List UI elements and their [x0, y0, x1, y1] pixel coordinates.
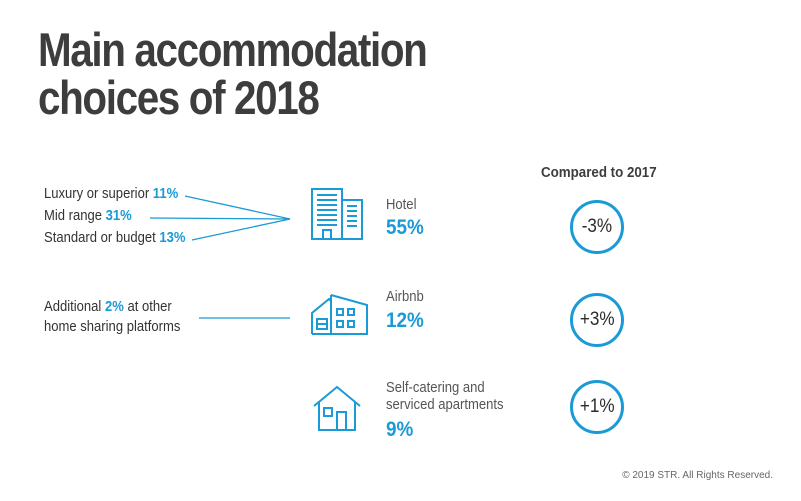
note-suffix: at other — [127, 299, 172, 315]
airbnb-house-icon — [311, 294, 368, 335]
category-label-line: serviced apartments — [386, 397, 504, 413]
title-line-2: choices of 2018 — [38, 71, 320, 124]
segment-label: Luxury or superior — [44, 186, 150, 202]
category-value-airbnb: 12% — [386, 309, 424, 332]
copyright-footer: © 2019 STR. All Rights Reserved. — [622, 470, 773, 481]
airbnb-note: Additional 2% at other home sharing plat… — [44, 297, 180, 337]
hotel-segment-budget: Standard or budget 13% — [44, 230, 185, 246]
change-badge-airbnb: +3% — [570, 293, 624, 347]
self-catering-house-icon — [313, 385, 361, 431]
connector-budget — [191, 218, 291, 241]
change-value: -3% — [581, 216, 613, 237]
change-badge-hotel: -3% — [570, 200, 624, 254]
change-value: +1% — [579, 396, 615, 417]
connector-midrange — [149, 217, 291, 220]
category-label-line: Self-catering and — [386, 380, 485, 396]
airbnb-note-line-1: Additional 2% at other — [44, 297, 180, 317]
note-prefix: Additional — [44, 299, 102, 315]
hotel-building-icon — [311, 188, 363, 240]
category-value-hotel: 55% — [386, 216, 424, 239]
airbnb-note-line-2: home sharing platforms — [44, 319, 181, 335]
category-label-self-catering: Self-catering and serviced apartments — [386, 380, 504, 414]
hotel-segment-luxury: Luxury or superior 11% — [44, 186, 178, 202]
change-value: +3% — [579, 309, 615, 330]
segment-value: 11% — [152, 186, 179, 202]
segment-value: 31% — [105, 208, 132, 224]
connector-luxury — [184, 195, 291, 220]
category-label-line: Hotel — [386, 197, 417, 213]
category-value-self-catering: 9% — [386, 418, 414, 441]
hotel-segment-midrange: Mid range 31% — [44, 208, 132, 224]
segment-label: Mid range — [44, 208, 103, 224]
category-label-line: Airbnb — [386, 289, 424, 305]
category-label-airbnb: Airbnb — [386, 289, 424, 306]
segment-value: 13% — [159, 230, 186, 246]
note-value: 2% — [104, 299, 124, 315]
compared-header: Compared to 2017 — [541, 165, 657, 181]
segment-label: Standard or budget — [44, 230, 156, 246]
title-line-1: Main accommodation — [38, 23, 428, 76]
category-label-hotel: Hotel — [386, 197, 416, 214]
page-title: Main accommodation choices of 2018 — [38, 23, 428, 124]
change-badge-self-catering: +1% — [570, 380, 624, 434]
